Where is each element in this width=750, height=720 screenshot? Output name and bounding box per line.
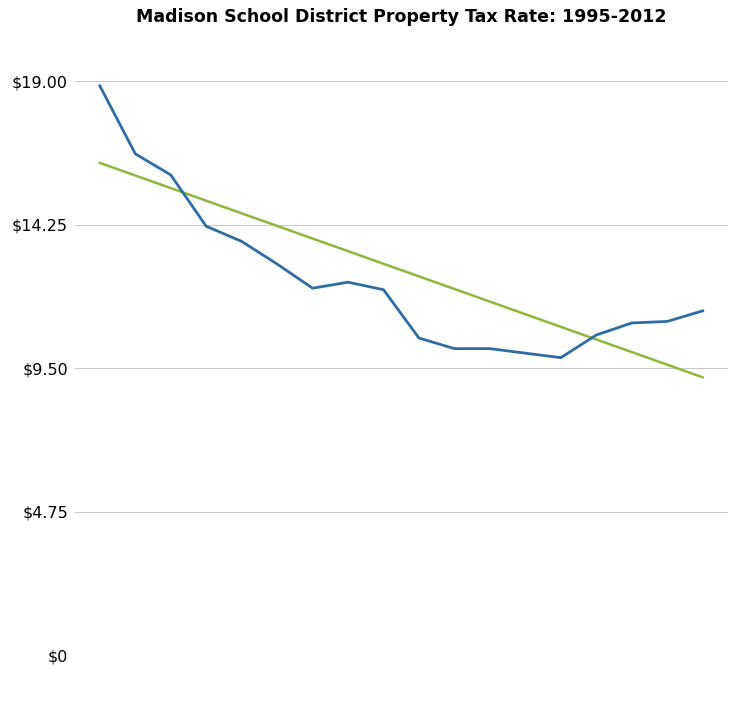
Title: Madison School District Property Tax Rate: 1995-2012: Madison School District Property Tax Rat… — [136, 8, 667, 26]
